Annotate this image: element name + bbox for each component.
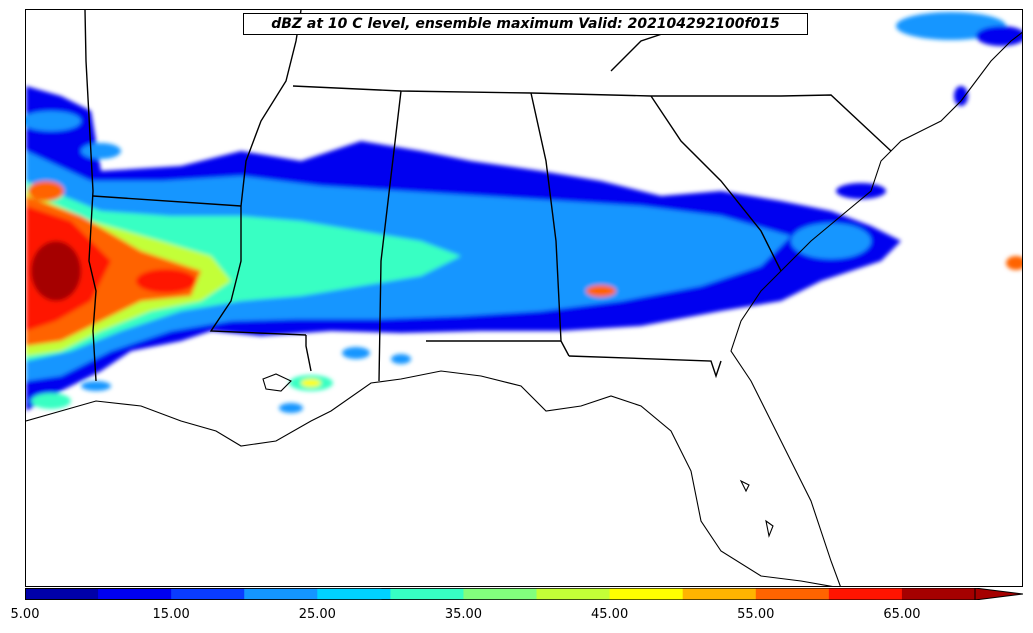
- reflectivity-cell: [954, 86, 968, 106]
- reflectivity-cell: [279, 403, 303, 413]
- state-boundary: [650, 95, 782, 272]
- reflectivity-cell: [81, 381, 111, 391]
- reflectivity-cell: [31, 393, 71, 409]
- reflectivity-cell: [791, 223, 871, 259]
- map-panel: [25, 9, 1023, 587]
- coastlines: [26, 31, 1022, 586]
- state-boundaries: [84, 10, 892, 382]
- state-boundary: [530, 92, 570, 357]
- colorbar-segment: [755, 588, 830, 600]
- reflectivity-cell: [301, 379, 321, 387]
- colorbar-tick-label: 35.00: [444, 607, 483, 622]
- colorbar-tick-label: 15.00: [152, 607, 190, 622]
- reflectivity-field: [26, 12, 1022, 413]
- colorbar-segment: [682, 588, 757, 600]
- state-boundary: [378, 90, 402, 382]
- colorbar-tick-label: 5.00: [10, 607, 40, 622]
- gulf-coastline: [26, 370, 833, 586]
- atlantic-coastline: [730, 31, 1022, 586]
- colorbar-segment: [25, 588, 99, 600]
- colorbar-tick-label: 45.00: [591, 607, 629, 622]
- colorbar-tick-label: 55.00: [737, 607, 775, 622]
- reflectivity-core-cell: [136, 269, 196, 293]
- reflectivity-core-cell: [28, 181, 64, 201]
- state-boundary: [292, 85, 892, 152]
- reflectivity-cell: [342, 347, 370, 359]
- map-canvas: [26, 10, 1022, 586]
- reflectivity-cell: [26, 111, 81, 131]
- state-boundary: [305, 335, 312, 372]
- colorbar-segment: [609, 588, 684, 600]
- colorbar-tick-label: 65.00: [883, 607, 921, 622]
- map-title: dBZ at 10 C level, ensemble maximum Vali…: [243, 13, 808, 35]
- colorbar-segment: [828, 588, 903, 600]
- state-boundary: [92, 195, 242, 207]
- colorbar-extend-arrow: [974, 588, 1023, 600]
- state-boundary: [209, 10, 307, 336]
- colorbar-segment: [98, 588, 172, 600]
- colorbar-outline: [25, 588, 976, 600]
- colorbar-segment: [390, 588, 464, 600]
- colorbar-segment: [901, 588, 976, 600]
- colorbar-tick-label: 25.00: [298, 607, 336, 622]
- reflectivity-cell: [836, 183, 886, 199]
- colorbar-segment: [171, 588, 245, 600]
- reflectivity-cell: [81, 143, 121, 159]
- reflectivity-cell: [391, 354, 411, 364]
- island-outline: [739, 479, 750, 493]
- colorbar-segment: [536, 588, 611, 600]
- reflectivity-cell: [586, 285, 616, 297]
- island-outline: [765, 519, 774, 538]
- colorbar: [25, 588, 1023, 600]
- colorbar-segment: [317, 588, 391, 600]
- state-boundary: [568, 355, 722, 379]
- colorbar-segment: [463, 588, 538, 600]
- colorbar-segment: [244, 588, 318, 600]
- lake-outline: [262, 373, 292, 392]
- reflectivity-cell: [1006, 256, 1022, 270]
- state-boundary: [84, 10, 97, 382]
- reflectivity-core-cell: [31, 241, 81, 301]
